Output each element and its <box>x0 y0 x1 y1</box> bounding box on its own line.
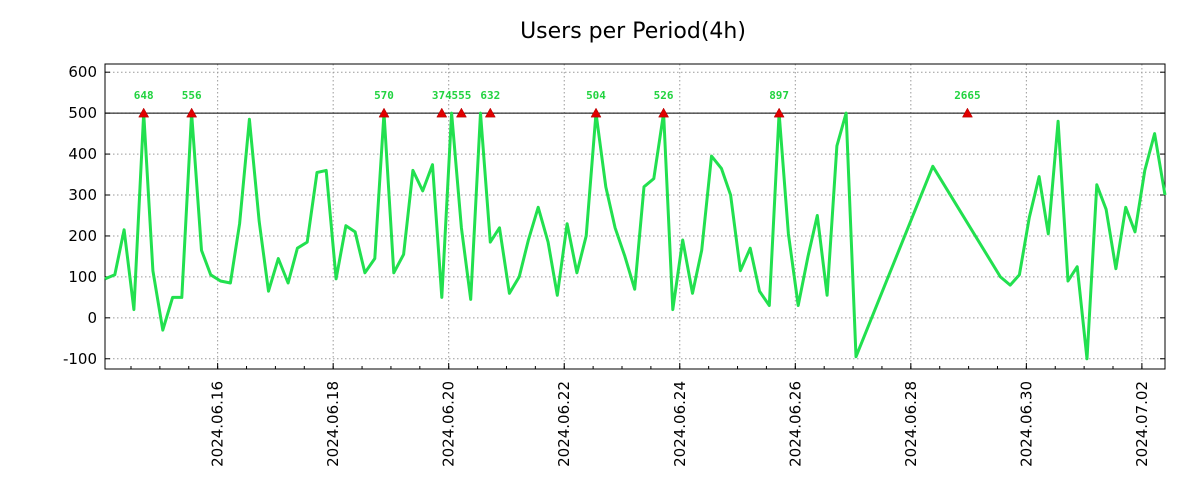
x-tick-label: 2024.06.26 <box>786 381 804 467</box>
peak-layer: 648 556 570 374 555 632 504 526 897 2665 <box>134 89 981 118</box>
peak-label: 374 <box>432 89 452 102</box>
peak-marker <box>138 107 150 118</box>
peak-marker <box>773 107 785 118</box>
peak-marker <box>484 107 496 118</box>
grid-layer <box>105 64 1165 369</box>
y-tick-label: 300 <box>68 186 97 204</box>
y-tick-label: 500 <box>68 104 97 122</box>
peak-marker <box>455 107 467 118</box>
x-tick-label: 2024.06.22 <box>555 381 573 467</box>
peak-label: 2665 <box>954 89 981 102</box>
peak-marker <box>590 107 602 118</box>
y-tick-label: 0 <box>87 309 97 327</box>
x-tick-label: 2024.06.20 <box>440 381 458 467</box>
peak-label: 632 <box>480 89 500 102</box>
peak-label: 648 <box>134 89 154 102</box>
peak-label: 504 <box>586 89 606 102</box>
x-tick-label: 2024.06.28 <box>902 381 920 467</box>
x-tick-label: 2024.06.24 <box>671 381 689 467</box>
users-series-line <box>104 111 1167 361</box>
x-tick-label: 2024.06.30 <box>1017 381 1035 467</box>
x-tick-label: 2024.06.18 <box>324 381 342 467</box>
chart-title: Users per Period(4h) <box>520 19 746 44</box>
peak-label: 555 <box>451 89 471 102</box>
x-tick-label: 2024.06.16 <box>209 381 227 467</box>
peak-label: 556 <box>182 89 202 102</box>
axis-layer: -100 0 100 200 300 400 500 600 2024.06.16 2024.06… <box>63 63 1166 467</box>
peak-marker <box>436 107 448 118</box>
peak-marker <box>378 107 390 118</box>
peak-label: 526 <box>654 89 674 102</box>
x-tick-label: 2024.07.02 <box>1133 381 1151 467</box>
peak-marker <box>962 107 973 118</box>
y-tick-label: 600 <box>68 63 97 81</box>
y-tick-label: 100 <box>68 268 97 286</box>
peak-marker <box>186 107 198 118</box>
plot-frame <box>104 63 1166 370</box>
series-layer <box>104 111 1167 361</box>
y-tick-label: 200 <box>68 227 97 245</box>
peak-label: 897 <box>769 89 789 102</box>
y-tick-label: -100 <box>63 350 97 368</box>
y-tick-label: 400 <box>68 145 97 163</box>
peak-marker <box>658 107 670 118</box>
peak-label: 570 <box>374 89 394 102</box>
